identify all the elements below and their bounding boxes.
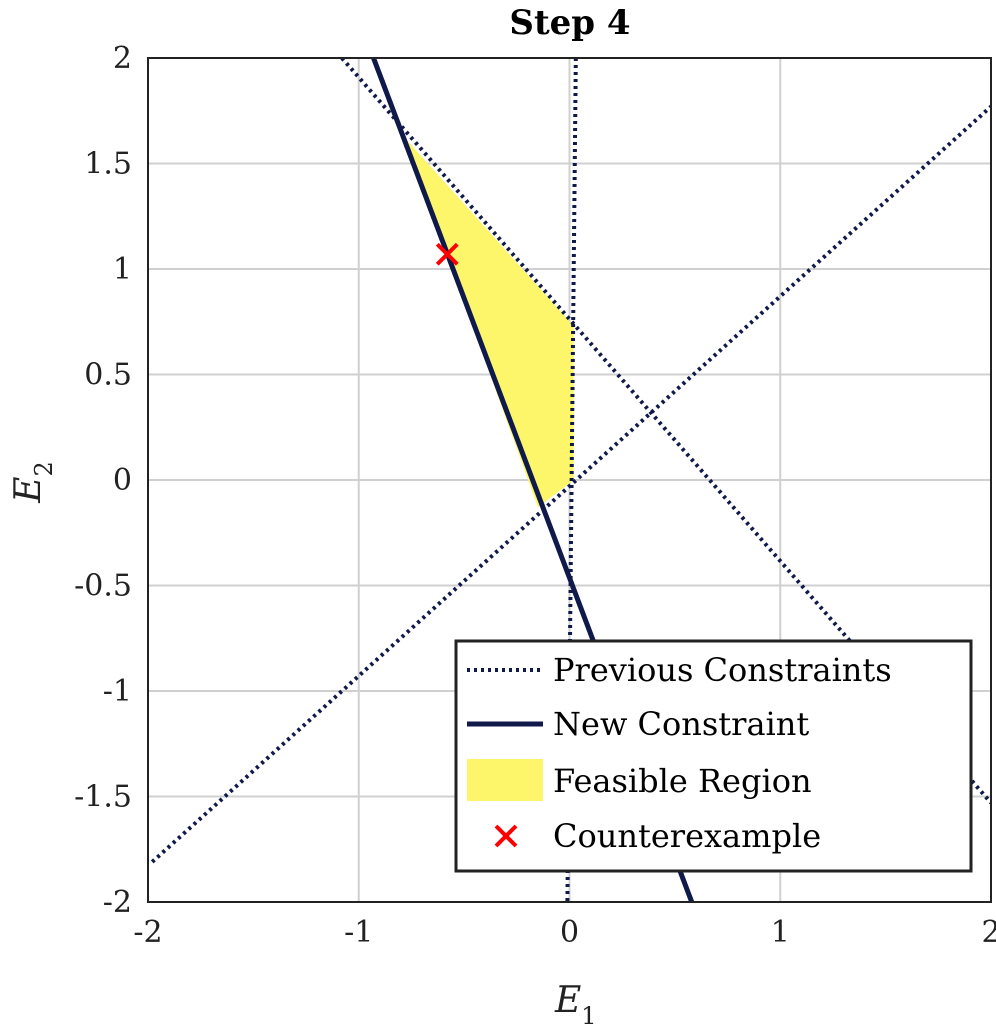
x-tick-label: 2 [981,915,996,950]
y-tick-label: 2 [113,41,132,76]
y-tick-labels: -2 -1.5 -1 -0.5 0 0.5 1 1.5 2 [74,41,132,920]
x-tick-label: -2 [133,915,162,950]
previous-constraint-line-2 [565,58,578,902]
y-tick-label: -1.5 [74,780,132,815]
x-tick-label: 1 [771,915,790,950]
y-tick-label: 1.5 [84,147,132,182]
y-tick-label: 0 [113,463,132,498]
legend-new-constraint-label: New Constraint [553,705,809,743]
x-tick-label: 0 [560,915,579,950]
x-tick-labels: -2 -1 0 1 2 [133,915,996,950]
y-tick-label: 0.5 [84,358,132,393]
previous-constraint-line-1 [150,105,991,864]
legend-counterexample-label: Counterexample [553,817,821,855]
legend-previous-constraints-label: Previous Constraints [553,651,892,689]
legend-feasible-region-label: Feasible Region [553,762,812,800]
legend-counterexample-icon [494,824,518,848]
feasible-region-layer [405,138,574,508]
y-tick-label: -1 [103,674,132,709]
counterexample-marker-stroke-b [435,242,459,266]
legend: Previous Constraints New Constraint Feas… [454,639,973,873]
y-tick-label: -0.5 [74,569,132,604]
counterexample-layer [435,242,459,266]
y-axis-label: E2 [8,461,58,504]
plot-frame [147,57,992,903]
legend-box [454,639,973,873]
chart-title: Step 4 [509,3,630,43]
feasible-region [405,138,574,508]
y-tick-label: -2 [103,885,132,920]
x-tick-label: -1 [344,915,373,950]
x-axis-label: E1 [554,980,597,1024]
y-tick-label: 1 [113,252,132,287]
legend-feasible-region-swatch [467,759,543,801]
